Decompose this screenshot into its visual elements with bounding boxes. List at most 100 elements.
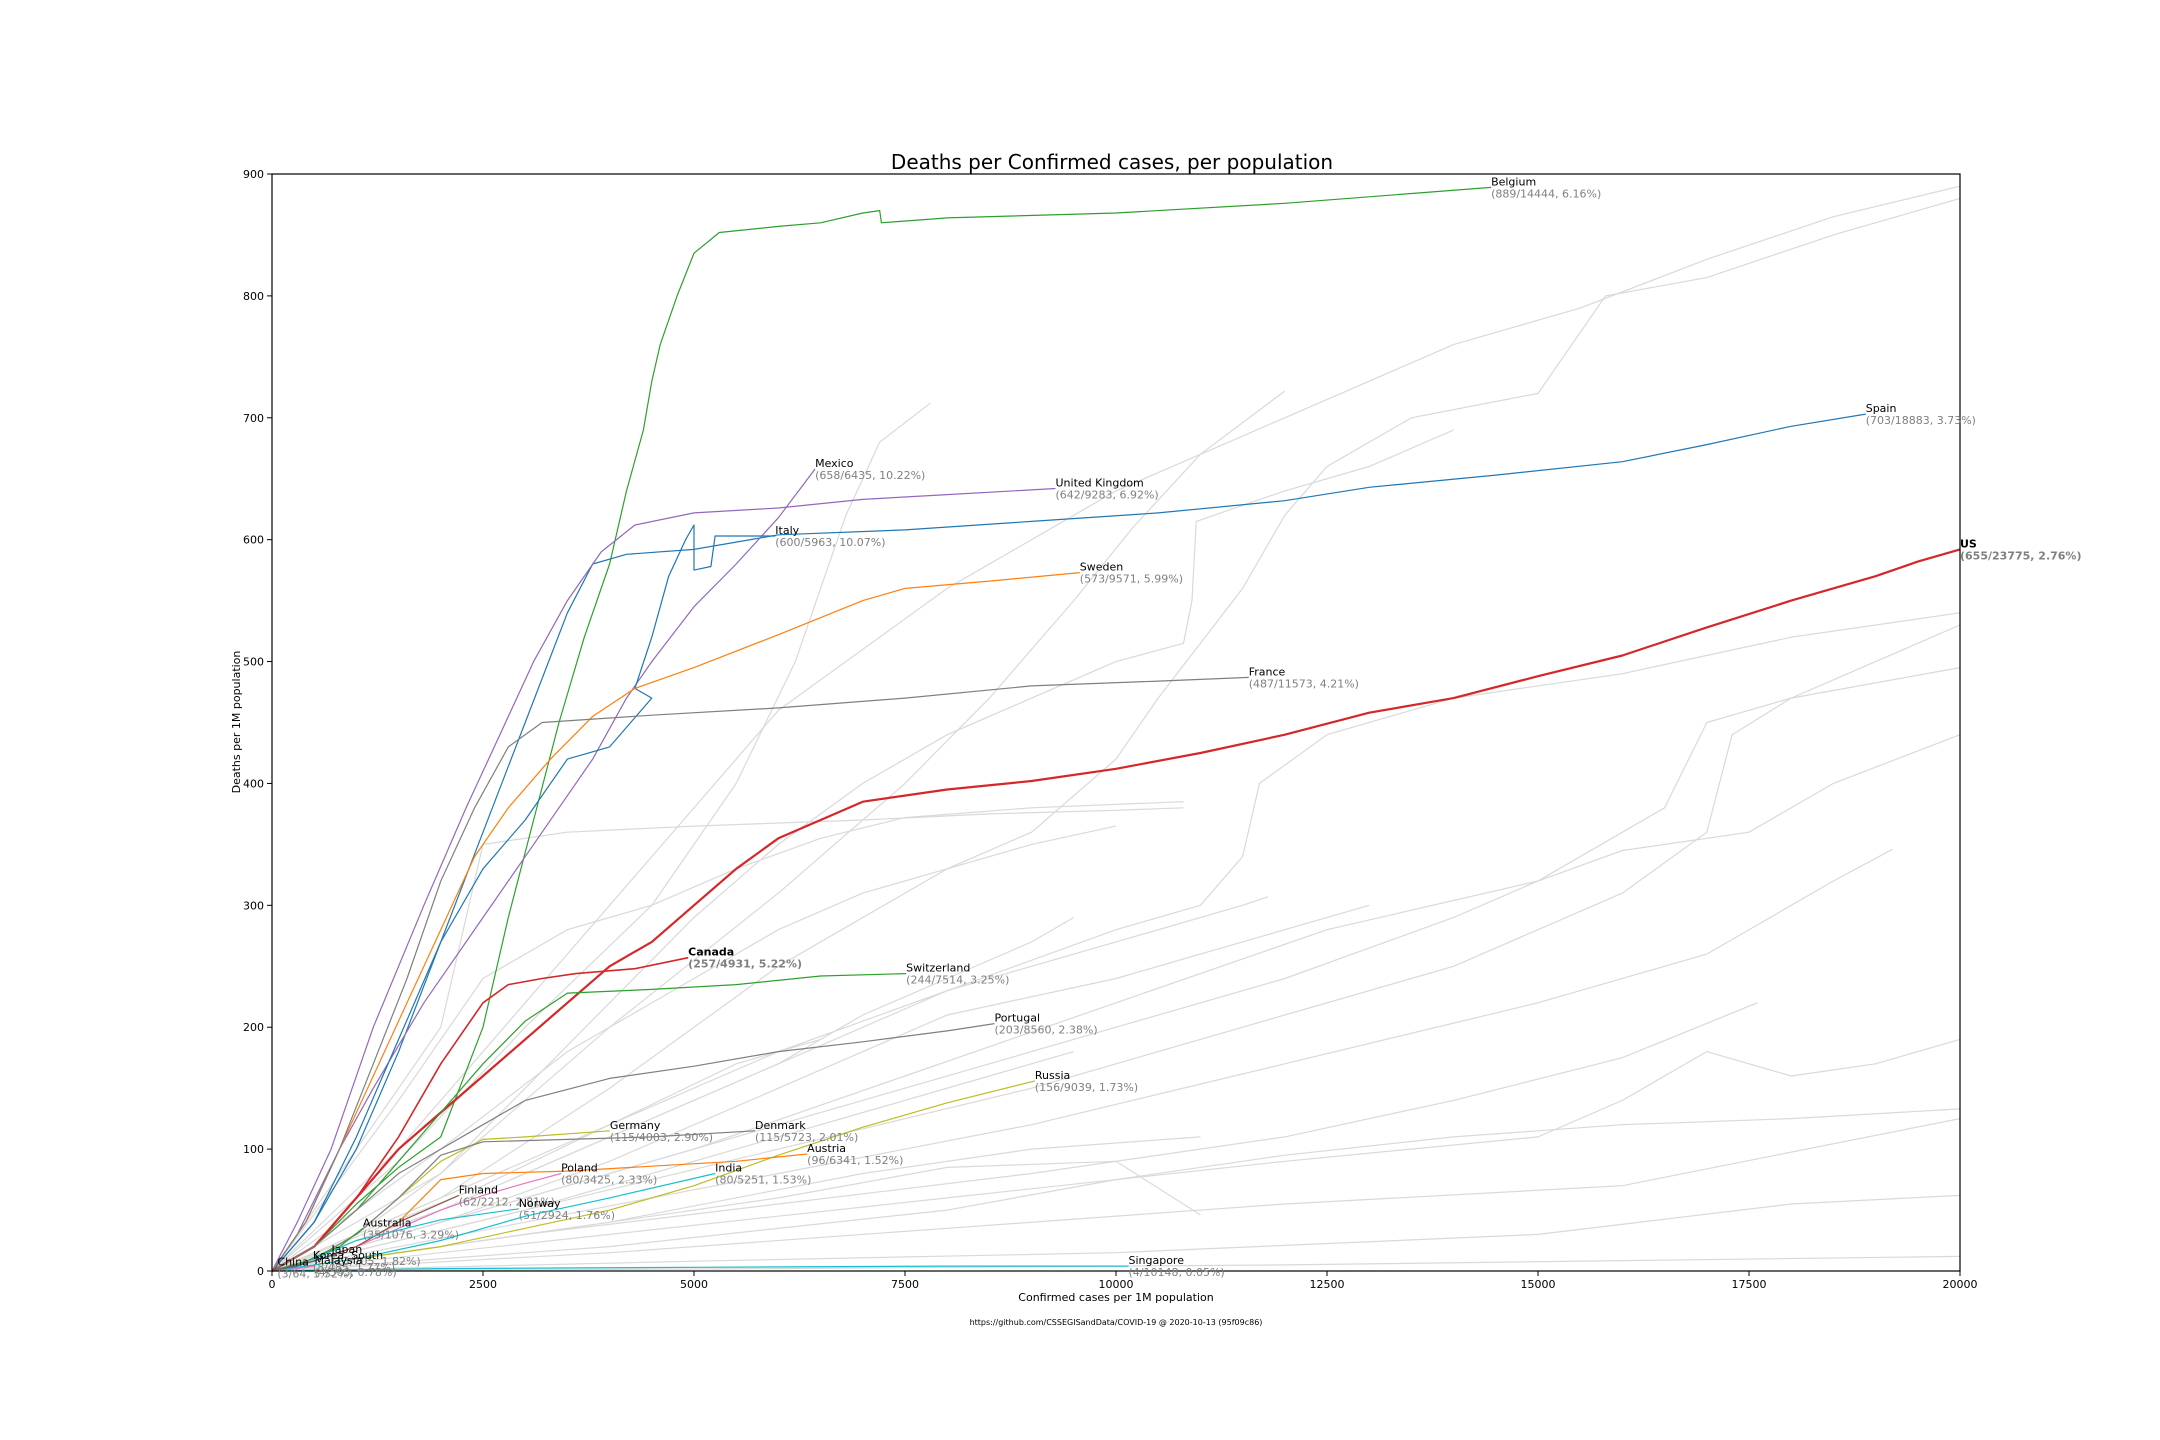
series-label-finland: Finland bbox=[459, 1183, 498, 1196]
series-label-austria: Austria bbox=[807, 1142, 846, 1155]
series-label-canada: Canada bbox=[688, 946, 734, 959]
series-label-korea-south: Korea, South bbox=[313, 1249, 383, 1262]
series-stat-finland: (62/2212, 2.81%) bbox=[459, 1195, 555, 1208]
series-label-switzerland: Switzerland bbox=[906, 962, 970, 975]
x-tick-label: 12500 bbox=[1310, 1278, 1345, 1291]
y-tick-label: 400 bbox=[243, 777, 264, 790]
y-tick-label: 700 bbox=[243, 412, 264, 425]
series-line-denmark bbox=[271, 1130, 756, 1272]
series-line-sweden bbox=[271, 572, 1080, 1272]
series-labels: Belgium(889/14444, 6.16%) Spain(703/18883… bbox=[277, 175, 2081, 1280]
background-series-line bbox=[271, 1002, 1758, 1272]
series-stat-austria: (96/6341, 1.52%) bbox=[807, 1154, 903, 1167]
series-label-mexico: Mexico bbox=[815, 457, 854, 470]
background-series-line bbox=[271, 801, 1184, 1272]
series-label-france: France bbox=[1249, 665, 1286, 678]
series-label-portugal: Portugal bbox=[994, 1012, 1040, 1025]
series-label-sweden: Sweden bbox=[1080, 561, 1123, 574]
series-label-australia: Australia bbox=[363, 1216, 412, 1229]
series-stat-korea-south: (8/485, 1.77%) bbox=[313, 1261, 395, 1274]
series-label-poland: Poland bbox=[561, 1161, 598, 1174]
series-stat-us: (655/23775, 2.76%) bbox=[1960, 549, 2081, 562]
series-stat-france: (487/11573, 4.21%) bbox=[1249, 677, 1359, 690]
background-series-line bbox=[271, 1051, 1074, 1272]
series-line-korea-south bbox=[271, 1260, 314, 1272]
series-label-spain: Spain bbox=[1866, 402, 1897, 415]
series-line-portugal bbox=[271, 1023, 995, 1272]
series-line-canada bbox=[271, 956, 689, 1272]
series-stat-denmark: (115/5723, 2.01%) bbox=[755, 1131, 858, 1144]
y-axis-ticks: 0 100 200 300 400 500 600 700 800 900 bbox=[243, 168, 272, 1278]
series-label-norway: Norway bbox=[519, 1197, 561, 1210]
series-stat-russia: (156/9039, 1.73%) bbox=[1035, 1081, 1138, 1094]
y-tick-label: 300 bbox=[243, 899, 264, 912]
series-label-japan: Japan bbox=[331, 1243, 363, 1256]
series-label-singapore: Singapore bbox=[1128, 1254, 1184, 1267]
series-stat-switzerland: (244/7514, 3.25%) bbox=[906, 974, 1009, 987]
series-label-denmark: Denmark bbox=[755, 1119, 806, 1132]
series-stat-italy: (600/5963, 10.07%) bbox=[775, 536, 885, 549]
series-line-india bbox=[271, 1172, 716, 1272]
x-axis-ticks: 0 2500 5000 7500 10000 12500 15000 17500 20000 bbox=[269, 1271, 1978, 1291]
background-series-line bbox=[271, 848, 1893, 1272]
series-line-us bbox=[271, 548, 1961, 1272]
x-tick-label: 17500 bbox=[1732, 1278, 1767, 1291]
series-label-malaysia: Malaysia bbox=[314, 1254, 362, 1267]
background-series-line bbox=[271, 1255, 1961, 1272]
x-tick-label: 20000 bbox=[1943, 1278, 1978, 1291]
background-series-line bbox=[271, 904, 1370, 1272]
background-series-line bbox=[271, 1108, 1961, 1272]
y-tick-label: 900 bbox=[243, 168, 264, 181]
series-stat-spain: (703/18883, 3.73%) bbox=[1866, 414, 1976, 427]
background-series-line bbox=[271, 624, 1961, 1272]
background-series-line bbox=[271, 1118, 1961, 1272]
x-tick-label: 5000 bbox=[680, 1278, 708, 1291]
x-tick-label: 10000 bbox=[1099, 1278, 1134, 1291]
series-line-italy bbox=[271, 524, 776, 1272]
series-stat-norway: (51/2924, 1.76%) bbox=[519, 1209, 615, 1222]
series-stat-india: (80/5251, 1.53%) bbox=[715, 1173, 811, 1186]
background-series-line bbox=[271, 667, 1961, 1272]
background-series-line bbox=[271, 807, 1184, 1272]
background-series-line bbox=[271, 825, 1117, 1272]
background-series-line bbox=[271, 1160, 1201, 1272]
x-tick-label: 7500 bbox=[891, 1278, 919, 1291]
x-tick-label: 2500 bbox=[469, 1278, 497, 1291]
background-series-group bbox=[271, 185, 1961, 1272]
y-tick-label: 200 bbox=[243, 1021, 264, 1034]
y-axis-title: Deaths per 1M population bbox=[230, 651, 243, 794]
y-tick-label: 600 bbox=[243, 534, 264, 547]
series-stat-china: (3/64, 5.52%) bbox=[277, 1267, 352, 1280]
series-line-china bbox=[271, 1266, 278, 1272]
series-label-united-kingdom: United Kingdom bbox=[1055, 476, 1143, 489]
y-tick-label: 500 bbox=[243, 656, 264, 669]
series-stat-portugal: (203/8560, 2.38%) bbox=[994, 1024, 1097, 1037]
background-series-line bbox=[271, 197, 1961, 1272]
series-stat-singapore: (4/10148, 0.05%) bbox=[1128, 1266, 1224, 1279]
series-line-mexico bbox=[271, 468, 816, 1272]
series-label-us: US bbox=[1960, 537, 1977, 550]
series-label-belgium: Belgium bbox=[1491, 175, 1536, 188]
x-axis-title: Confirmed cases per 1M population bbox=[1018, 1291, 1213, 1304]
background-series-line bbox=[271, 185, 1961, 1272]
series-line-spain bbox=[271, 413, 1866, 1272]
series-label-russia: Russia bbox=[1035, 1069, 1070, 1082]
y-tick-label: 100 bbox=[243, 1143, 264, 1156]
series-stat-japan: (13/705, 1.82%) bbox=[332, 1255, 421, 1268]
series-stat-australia: (35/1076, 3.29%) bbox=[363, 1228, 459, 1241]
series-line-united-kingdom bbox=[271, 487, 1056, 1272]
background-series-line bbox=[271, 1194, 1961, 1272]
background-series-line bbox=[271, 1038, 1961, 1272]
series-label-china: China bbox=[277, 1255, 308, 1268]
series-label-india: India bbox=[715, 1161, 742, 1174]
series-line-russia bbox=[271, 1080, 1036, 1272]
series-stat-belgium: (889/14444, 6.16%) bbox=[1491, 187, 1601, 200]
series-label-germany: Germany bbox=[610, 1119, 661, 1132]
chart-title: Deaths per Confirmed cases, per populati… bbox=[891, 150, 1333, 174]
series-label-italy: Italy bbox=[775, 524, 799, 537]
x-tick-label: 15000 bbox=[1521, 1278, 1556, 1291]
series-line-australia bbox=[271, 1227, 364, 1272]
series-stat-germany: (115/4003, 2.90%) bbox=[610, 1131, 713, 1144]
background-series-line bbox=[271, 896, 1269, 1272]
